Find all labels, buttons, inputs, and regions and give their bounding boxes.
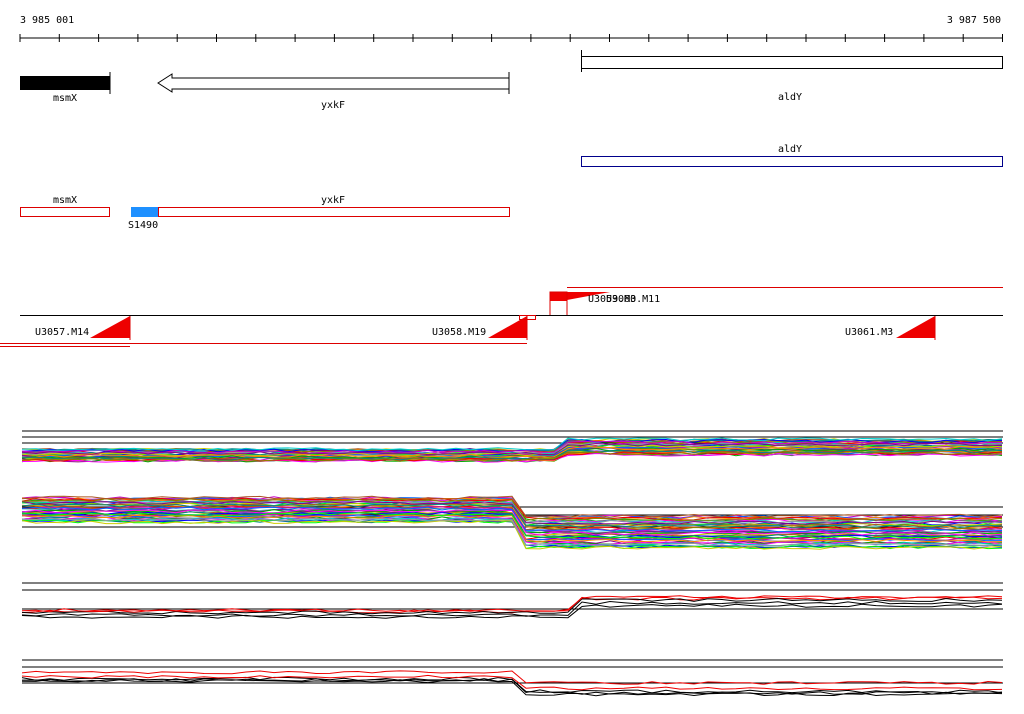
expression-line [21,506,1003,533]
expression-line [21,670,1003,685]
feature-S1490 [131,207,158,217]
gene-aldY [581,56,1003,69]
expression-line [21,597,1003,615]
gene-label: aldY [778,92,802,103]
expression-line [21,678,1003,695]
expression-line [21,446,1003,458]
expression-line [21,509,1003,536]
expression-line [21,517,1003,547]
expression-line [21,500,1003,525]
feature-label: yxkF [321,195,345,206]
tu-label: U3061.M3 [845,327,893,338]
expression-line [21,512,1003,540]
expression-line [21,442,1003,456]
expression-line [21,449,1003,461]
expression-line [21,595,1003,613]
tu-promoter [550,292,567,301]
tu-label: U3059.M3 [588,294,636,305]
tu-promoter [488,316,527,338]
gene-yxkF [157,73,510,93]
feature-yxkF [158,207,510,217]
tu-label: U3058.M19 [432,327,486,338]
tu-mark [549,291,568,315]
gene-label: yxkF [321,100,345,111]
tu-promoter [896,316,935,338]
expression-line [21,503,1003,529]
gene-label: msmX [53,93,77,104]
expression-line [21,440,1003,454]
feature-msmX [20,207,110,217]
expression-line [21,674,1003,691]
ruler-ticks [19,34,1003,42]
feature-label: aldY [778,144,802,155]
feature-aldY [581,156,1003,167]
expression-line [21,679,1003,697]
expression-line [21,600,1003,617]
tu-label: U3060.M11 [606,294,660,305]
ruler-start: 3 985 001 [20,15,74,26]
expression-panels [21,430,1003,697]
expression-line [21,451,1003,462]
tu-label: U3057.M14 [35,327,89,338]
expression-line [21,437,1003,452]
feature-label: msmX [53,195,77,206]
expression-line [21,495,1003,518]
tu-promoter [567,292,610,300]
expression-line [22,498,1003,522]
tu-promoter [90,316,130,338]
expression-line [21,603,1003,619]
gene-msmX [20,76,110,90]
ruler-end: 3 987 500 [947,15,1001,26]
feature-label: S1490 [128,220,158,231]
tu-box [519,315,536,320]
